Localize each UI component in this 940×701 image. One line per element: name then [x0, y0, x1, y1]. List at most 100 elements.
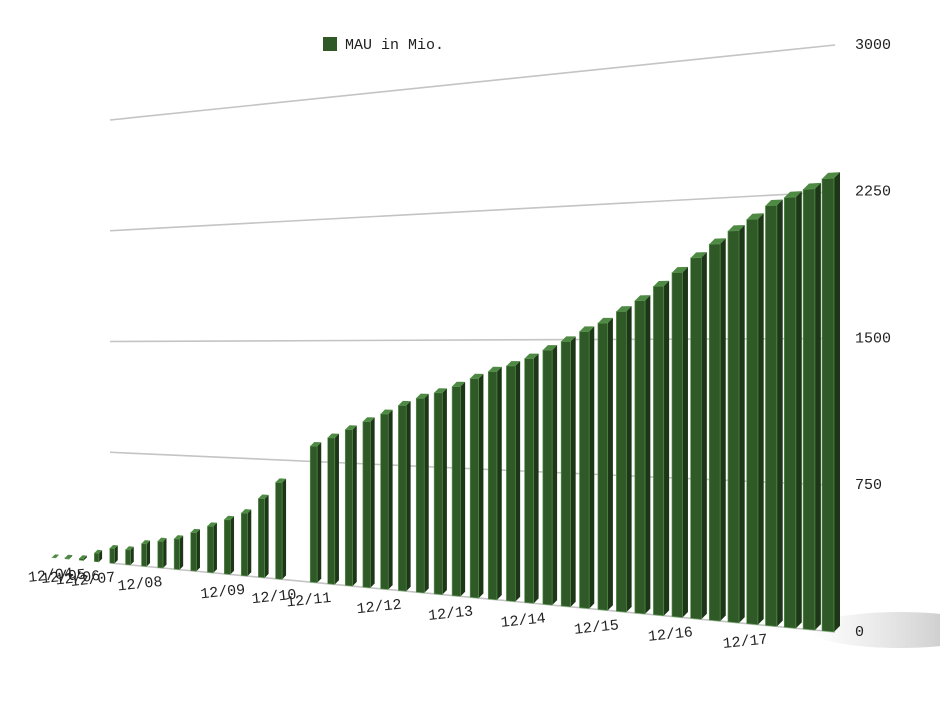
bar: [258, 498, 266, 579]
bar: [469, 378, 480, 599]
grid-line: [109, 190, 836, 232]
bar-top: [275, 478, 287, 483]
bar-side: [247, 509, 252, 577]
bar-side: [460, 381, 466, 597]
bar-top: [579, 326, 595, 332]
x-tick-label: 12/14: [500, 610, 547, 632]
bar: [327, 437, 336, 585]
y-tick-label: 750: [855, 477, 882, 494]
bar: [173, 538, 180, 570]
bar: [433, 392, 443, 595]
y-tick-label: 2250: [855, 184, 891, 201]
bar-top: [207, 522, 217, 527]
bar: [616, 311, 627, 613]
bar-side: [552, 345, 558, 606]
bar-top: [561, 336, 576, 342]
y-tick-label: 0: [855, 624, 864, 641]
bar-top: [345, 425, 357, 430]
bar-top: [634, 295, 651, 301]
bar-top: [434, 388, 447, 393]
bar-side: [56, 554, 59, 558]
bar-side: [663, 280, 670, 616]
bar-top: [398, 400, 411, 406]
bar: [275, 481, 283, 580]
bar-side: [83, 555, 87, 561]
bar-side: [834, 172, 840, 632]
x-tick-label: 12/06: [55, 568, 102, 590]
bar-side: [478, 373, 484, 599]
bar: [821, 177, 835, 633]
bar: [653, 285, 665, 617]
bar-top: [746, 213, 764, 220]
bar-side: [496, 366, 502, 600]
bar-top: [141, 540, 151, 544]
bar: [802, 188, 816, 631]
grid-line: [109, 44, 836, 121]
x-tick-label: 12/05: [40, 567, 87, 589]
bar: [506, 365, 516, 602]
x-tick-label: 12/12: [356, 597, 403, 619]
bar: [783, 196, 797, 629]
bar-top: [241, 509, 252, 514]
bar: [380, 413, 389, 590]
x-tick-label: 12/08: [117, 574, 164, 596]
x-tick-label: 12/09: [200, 582, 247, 604]
bar: [415, 397, 425, 594]
bar: [157, 540, 164, 569]
bar-top: [671, 266, 688, 273]
bar: [634, 300, 646, 615]
bar: [109, 547, 115, 564]
bar-side: [196, 529, 200, 572]
grid-line: [109, 337, 836, 343]
bar-top: [542, 345, 558, 351]
bar-top: [690, 252, 707, 258]
bar: [765, 204, 778, 627]
bar-top: [524, 353, 539, 359]
legend-swatch: [323, 37, 337, 51]
x-tick-label: 12/15: [573, 617, 620, 639]
bar-side: [682, 266, 688, 618]
bar: [451, 386, 461, 597]
bar-top: [94, 549, 103, 554]
bar: [597, 322, 609, 611]
y-tick-label: 1500: [855, 330, 891, 347]
x-tick-label: 12/10: [251, 587, 298, 609]
bar: [309, 445, 318, 584]
bar-side: [424, 393, 429, 593]
bar-side: [533, 353, 539, 604]
bar-side: [352, 425, 357, 587]
bar-side: [626, 306, 632, 613]
legend-label: MAU in Mio.: [345, 37, 444, 54]
bar-top: [709, 238, 726, 245]
bar-top: [174, 535, 184, 540]
bar-top: [310, 441, 322, 447]
bar-top: [362, 417, 375, 422]
bar-top: [109, 544, 118, 549]
bar: [207, 525, 214, 574]
bar-side: [645, 295, 651, 614]
bar-side: [213, 522, 217, 573]
bar-top: [653, 280, 670, 287]
bar-top: [416, 393, 429, 399]
x-tick-label: 12/07: [70, 569, 117, 591]
bar-top: [506, 361, 521, 366]
bar: [560, 341, 571, 608]
bar: [51, 557, 57, 559]
bar: [487, 371, 498, 601]
bar-side: [757, 213, 764, 625]
bar: [240, 512, 248, 577]
x-tick-label: 12/16: [647, 624, 694, 646]
bar: [542, 349, 553, 606]
x-tick-label: 12/04: [27, 565, 74, 587]
bar: [746, 218, 759, 625]
bar-side: [230, 516, 235, 575]
bar: [223, 519, 231, 575]
bar: [727, 230, 740, 624]
bar-top: [470, 373, 484, 379]
bar-side: [739, 224, 745, 623]
bar: [362, 421, 371, 589]
bar-side: [776, 199, 783, 627]
bar-top: [822, 172, 840, 179]
bar: [690, 257, 702, 620]
bar-side: [607, 317, 613, 611]
